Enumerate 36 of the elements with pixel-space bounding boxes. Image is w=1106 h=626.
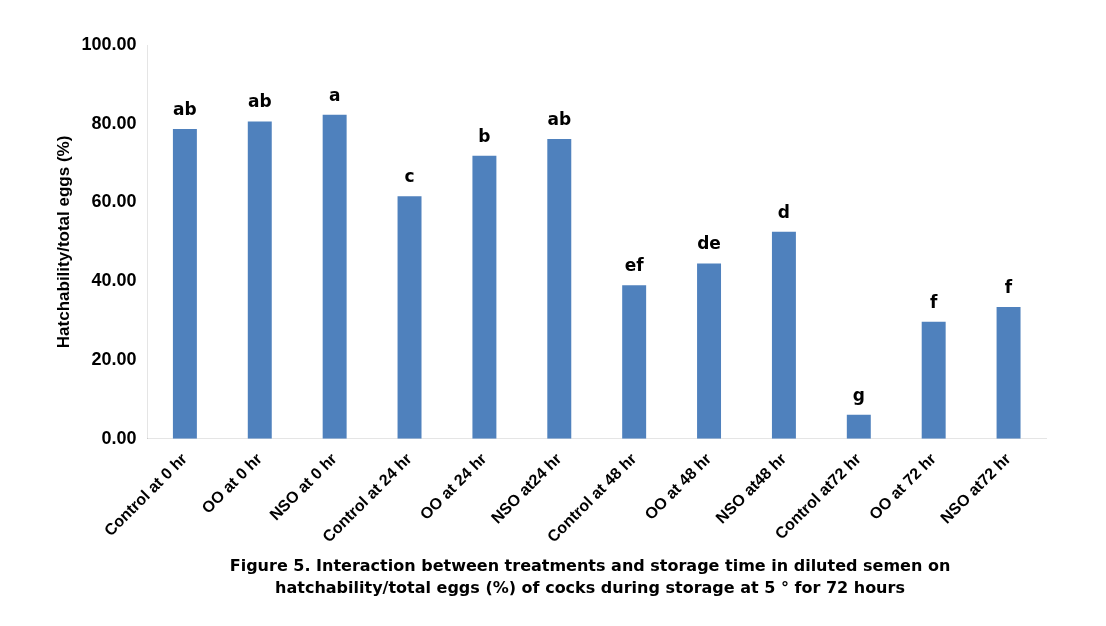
x-tick-label: OO at 72 hr	[865, 449, 939, 523]
annotation: g	[852, 384, 865, 405]
y-tick-label: 100.00	[81, 33, 137, 54]
x-tick-label: OO at 24 hr	[416, 449, 490, 523]
annotation: de	[697, 233, 721, 254]
y-tick-label: 20.00	[91, 349, 137, 370]
bar	[921, 321, 946, 439]
bar	[547, 139, 572, 439]
bar	[996, 306, 1021, 439]
y-tick-label: 60.00	[91, 191, 137, 212]
y-tick-label: 40.00	[91, 270, 137, 291]
annotation: c	[404, 166, 415, 187]
annotation: ab	[247, 91, 272, 112]
y-tick-label: 0.00	[101, 427, 137, 448]
y-axis-title: Hatchability/total eggs (%)	[53, 135, 73, 349]
bar	[397, 196, 422, 439]
annotation: f	[1004, 276, 1013, 297]
bar	[322, 114, 347, 439]
x-tick-label: OO at 48 hr	[641, 449, 715, 523]
bar	[846, 414, 871, 439]
bar	[472, 155, 497, 439]
bar	[247, 121, 272, 439]
text: Figure 5. Interaction between treatments and storage time in diluted semen on hatchability/total eggs (%) of cocks during storage at 5 ° for 72 hours	[228, 555, 952, 599]
x-tick-label: OO at 0 hr	[198, 449, 266, 517]
bar	[622, 285, 647, 439]
annotation: a	[328, 84, 341, 105]
annotation: ef	[624, 255, 645, 276]
annotation: d	[777, 201, 791, 222]
annotation: b	[478, 125, 491, 146]
bar	[172, 128, 197, 439]
bar	[697, 263, 722, 439]
annotation: ab	[547, 109, 572, 130]
annotation: f	[929, 291, 938, 312]
y-tick-label: 80.00	[91, 112, 137, 133]
annotation: ab	[173, 98, 197, 119]
bar	[771, 231, 796, 439]
